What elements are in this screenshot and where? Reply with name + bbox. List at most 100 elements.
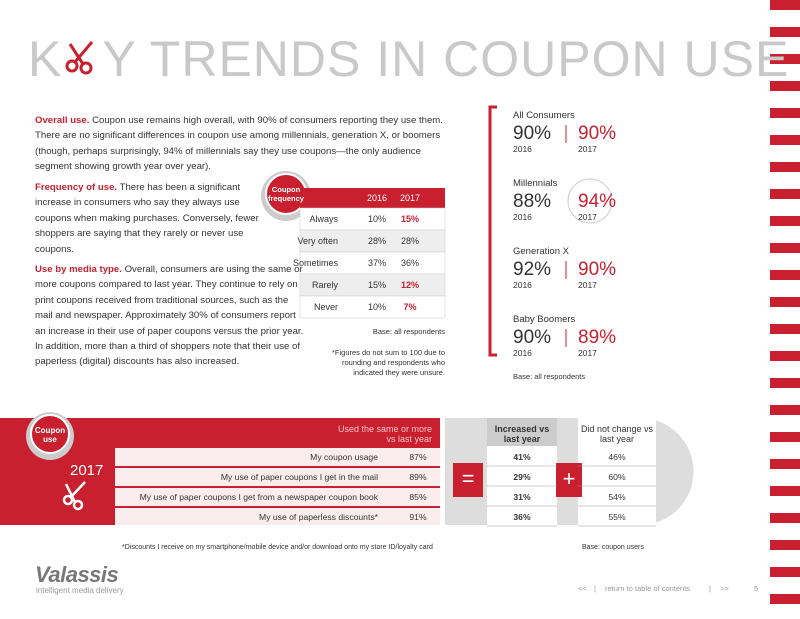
row-label: Always — [309, 214, 338, 224]
year-2016: 2016 — [513, 348, 532, 358]
logo: Valassis — [35, 562, 119, 587]
year-2017: 2017 — [578, 348, 597, 358]
paragraph: Overall use. Coupon use remains high ove… — [35, 113, 450, 175]
column-header: Increased vs last year — [494, 424, 550, 444]
year: 2017 — [70, 462, 104, 479]
value-2016: 90% — [513, 123, 552, 144]
increased: 41% — [513, 452, 531, 462]
segments-base: Base: all respondents — [513, 372, 586, 381]
scissors-icon — [65, 41, 94, 75]
nav[interactable]: | — [594, 584, 596, 593]
value-2017: 90% — [578, 123, 617, 144]
year-2016: 2016 — [513, 144, 532, 154]
same-or-more: 89% — [409, 472, 427, 482]
table-base: Base: all respondents — [372, 327, 445, 336]
nav[interactable]: >> — [720, 584, 729, 593]
row-bg — [115, 508, 440, 526]
paragraph-text: Coupon use remains high overall, with 90… — [35, 115, 443, 173]
tagline: intelligent media delivery — [36, 586, 124, 595]
scissors-icon — [62, 481, 86, 511]
row-bg — [115, 488, 440, 506]
paragraph: Frequency of use. There has been a signi… — [35, 180, 270, 257]
column-header: 2016 — [366, 193, 388, 203]
increased: 29% — [513, 472, 531, 482]
table-header-bg — [300, 188, 445, 208]
toc-link[interactable]: return to table of contents — [605, 584, 691, 593]
nav[interactable]: << — [578, 584, 587, 593]
row-label: My use of paperless discounts* — [259, 512, 378, 522]
segment-label: Generation X — [513, 246, 569, 257]
paragraph-heading: Frequency of use. — [35, 182, 118, 193]
value-2017: 94% — [578, 191, 617, 212]
footnote: *Discounts I receive on my smartphone/mo… — [122, 544, 433, 551]
cell: 28% — [367, 236, 386, 246]
badge-label: Coupon frequency — [268, 185, 304, 203]
row-label: Sometimes — [292, 258, 338, 268]
row-label: My use of paper coupons I get from a new… — [139, 492, 378, 502]
table-footnote: *Figures do not sum to 100 due to roundi… — [332, 348, 445, 377]
row-label: My coupon usage — [310, 452, 378, 462]
equals-sign: = — [461, 466, 475, 491]
row-label: My use of paper coupons I get in the mai… — [220, 472, 378, 482]
cell: 36% — [400, 258, 419, 268]
segment-label: Millennials — [513, 178, 558, 189]
title: K Y TRENDS IN COUPON USE — [28, 30, 789, 88]
plus-sign: + — [562, 466, 576, 491]
row-bg — [115, 448, 440, 466]
title-start: K — [28, 31, 63, 87]
cell: 15% — [400, 214, 419, 224]
row-label: Very often — [297, 236, 338, 246]
year-2017: 2017 — [578, 212, 597, 222]
base: Base: coupon users — [582, 544, 644, 551]
cell: 7% — [403, 302, 417, 312]
badge — [30, 414, 70, 454]
same-or-more: 87% — [409, 452, 427, 462]
unchanged: 54% — [608, 492, 626, 502]
same-or-more: 85% — [409, 492, 427, 502]
value-2016: 88% — [513, 191, 552, 212]
unchanged: 46% — [608, 452, 626, 462]
cell: 12% — [400, 280, 419, 290]
edge-stripes — [770, 0, 800, 619]
paragraph-text: Overall, consumers are using the same or… — [35, 264, 304, 368]
row-label: Rarely — [311, 280, 338, 290]
value-2016: 90% — [513, 327, 552, 348]
paragraph-text: There has been a significant increase in… — [35, 182, 259, 255]
same-or-more: 91% — [409, 512, 427, 522]
cell: 10% — [367, 302, 386, 312]
increased-header-bg — [487, 418, 557, 446]
table-row — [299, 295, 446, 319]
paragraph: Use by media type. Overall, consumers ar… — [35, 262, 307, 370]
paragraph-heading: Overall use. — [35, 115, 90, 126]
row-bg — [115, 468, 440, 486]
plus-box — [556, 463, 582, 497]
value-2016: 92% — [513, 259, 552, 280]
title-end: Y TRENDS IN COUPON USE — [102, 31, 790, 87]
cell: 28% — [400, 236, 419, 246]
column-header: 2017 — [399, 193, 421, 203]
cell: 15% — [367, 280, 386, 290]
row-label: Never — [313, 302, 338, 312]
increased: 36% — [513, 512, 531, 522]
equals-box — [453, 463, 483, 497]
increased: 31% — [513, 492, 531, 502]
unchanged-column — [578, 418, 656, 525]
segment-label: Baby Boomers — [513, 314, 576, 325]
badge-label: Coupon use — [34, 426, 66, 444]
year-2016: 2016 — [513, 280, 532, 290]
cell: 37% — [367, 258, 386, 268]
cell: 10% — [367, 214, 386, 224]
column-header: Did not change vs last year — [580, 424, 654, 444]
year-2017: 2017 — [578, 280, 597, 290]
value-2017: 89% — [578, 327, 617, 348]
year-2016: 2016 — [513, 212, 532, 222]
column-header: Used the same or more vs last year — [337, 424, 432, 444]
paragraph-heading: Use by media type. — [35, 264, 122, 275]
nav[interactable]: 5 — [754, 584, 759, 593]
highlight-ring — [567, 178, 613, 224]
nav[interactable]: | — [709, 584, 711, 593]
bracket — [488, 105, 497, 357]
unchanged: 55% — [608, 512, 626, 522]
